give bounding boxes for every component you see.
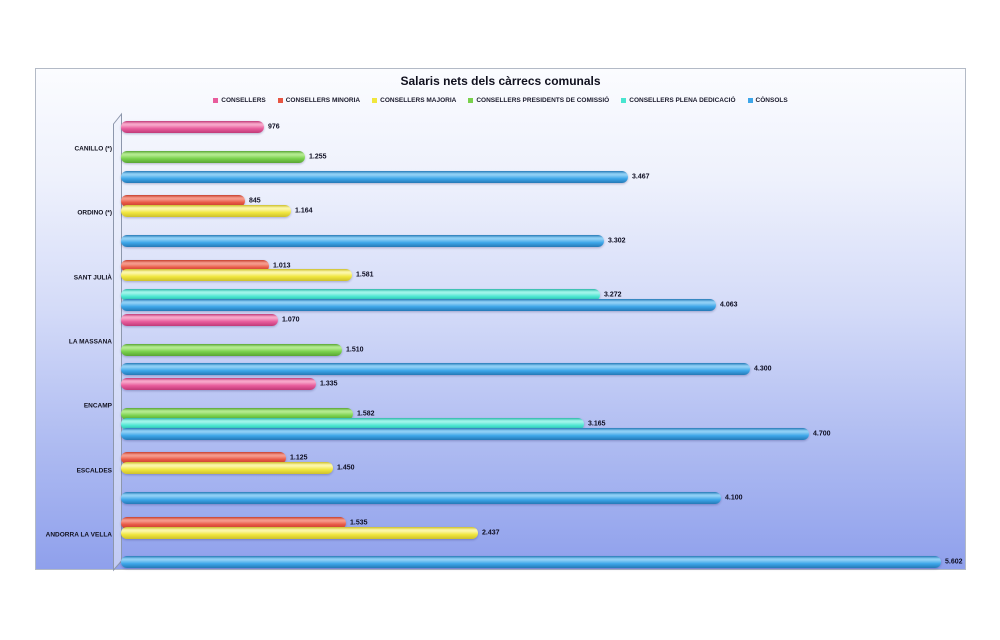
chart-frame: Salaris nets dels càrrecs comunals CONSE… (35, 68, 966, 572)
bar (121, 417, 584, 430)
legend-marker-icon (372, 98, 378, 103)
bar (121, 556, 941, 569)
bar (121, 289, 600, 302)
bar (121, 452, 286, 465)
bar-value-label: 1.535 (350, 519, 368, 527)
bar-value-label: 1.125 (290, 454, 308, 462)
bar-value-label: 4.700 (813, 430, 831, 438)
legend-item: CONSELLERS MINORIA (277, 97, 361, 104)
category-label: SANT JULIÀ (73, 274, 112, 282)
bar-value-label: 1.450 (337, 464, 355, 472)
legend-marker-icon (747, 98, 753, 103)
bar (121, 170, 628, 183)
bar (121, 234, 604, 247)
plot-area: CANILLO (*) 976 1.255 3.467 ORDINO (*) 845 1.1… (36, 69, 965, 569)
legend-label: CONSELLERS PLENA DEDICACIÓ (629, 97, 736, 104)
bar-value-label: 1.164 (295, 207, 313, 215)
legend-item: CÒNSOLS (747, 97, 788, 104)
bar-value-label: 3.165 (588, 420, 606, 428)
bar (121, 462, 333, 475)
bar-value-label: 3.272 (604, 291, 622, 299)
bar (121, 516, 346, 529)
legend-marker-icon (277, 98, 283, 103)
category-label: CANILLO (*) (74, 145, 112, 153)
category-label: ORDINO (*) (77, 209, 112, 217)
bar (121, 407, 353, 420)
bar (121, 343, 342, 356)
bar (121, 492, 721, 504)
bar-value-label: 845 (249, 197, 261, 205)
category-label: ANDORRA LA VELLA (45, 531, 112, 539)
legend-marker-icon (213, 98, 219, 103)
category-label: LA MASSANA (68, 338, 112, 346)
legend-item: CONSELLERS MAJORIA (372, 97, 456, 104)
bar (121, 299, 716, 312)
bar-value-label: 976 (268, 123, 280, 131)
legend-label: CONSELLERS (221, 97, 266, 104)
category-label: ESCALDES (76, 467, 112, 475)
legend-marker-icon (621, 98, 627, 103)
legend-label: CÒNSOLS (755, 97, 788, 104)
bar (121, 195, 245, 208)
chart-title: Salaris nets dels càrrecs comunals (400, 74, 601, 88)
bar-value-label: 5.602 (945, 558, 963, 566)
bar (121, 378, 316, 391)
legend: CONSELLERS CONSELLERS MINORIA CONSELLERS M… (36, 97, 965, 104)
bar-value-label: 1.581 (356, 271, 374, 279)
legend-label: CONSELLERS MAJORIA (380, 97, 457, 104)
legend-label: CONSELLERS PRESIDENTS DE COMISSIÓ (476, 97, 610, 104)
bar (121, 526, 478, 539)
bar (121, 363, 750, 376)
bar (121, 121, 264, 133)
bar-value-label: 1.582 (357, 410, 375, 418)
bar (121, 427, 809, 440)
bar (121, 269, 352, 282)
legend-item: CONSELLERS PRESIDENTS DE COMISSIÓ (468, 97, 609, 104)
legend-item: CONSELLERS PLENA DEDICACIÓ (621, 97, 736, 104)
legend-marker-icon (468, 98, 474, 103)
category-label: ENCAMP (83, 402, 112, 410)
legend-item: CONSELLERS (213, 97, 266, 104)
bar-value-label: 1.070 (282, 316, 300, 324)
bar-value-label: 1.255 (309, 153, 327, 161)
bar-value-label: 1.335 (320, 380, 338, 388)
bar-value-label: 3.302 (608, 237, 626, 245)
bar (121, 150, 305, 163)
bar-value-label: 4.063 (720, 301, 738, 309)
bar-value-label: 1.013 (273, 262, 291, 269)
legend-label: CONSELLERS MINORIA (285, 97, 361, 104)
bar (121, 313, 278, 326)
bar-value-label: 2.437 (482, 529, 500, 537)
bar-value-label: 4.100 (725, 494, 743, 502)
bar-value-label: 3.467 (632, 173, 650, 180)
bar (121, 205, 291, 218)
bar-value-label: 4.300 (754, 365, 772, 373)
bar (121, 259, 269, 272)
bar-value-label: 1.510 (346, 346, 364, 354)
